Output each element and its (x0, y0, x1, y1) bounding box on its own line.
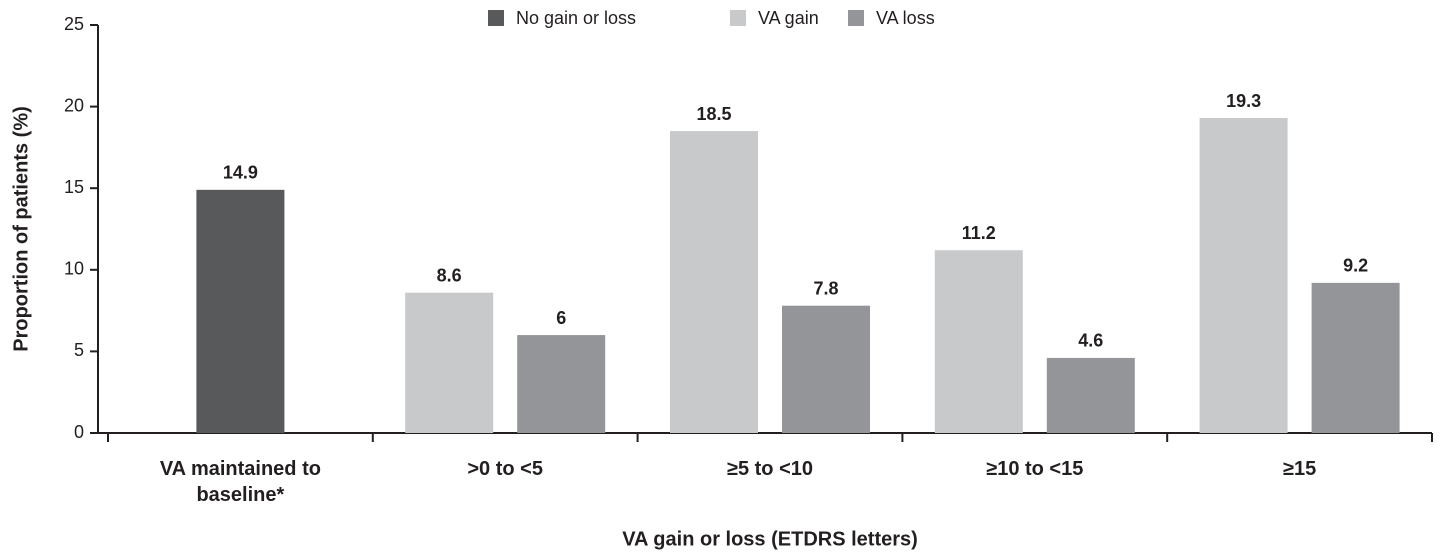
legend-swatch (848, 10, 864, 26)
x-tick-label: VA maintained to baseline* (159, 458, 321, 506)
y-axis-title: Proportion of patients (%) (10, 106, 32, 352)
bar (1046, 357, 1135, 433)
legend-label: VA gain (758, 8, 819, 28)
data-label: 6 (556, 308, 566, 328)
legend-label: No gain or loss (516, 8, 636, 28)
y-tick-label: 25 (64, 14, 84, 34)
x-tick-label: ≥10 to <15 (986, 458, 1084, 480)
legend-label: VA loss (876, 8, 935, 28)
bar (782, 305, 870, 433)
y-tick-label: 5 (74, 340, 84, 360)
data-label: 14.9 (223, 163, 258, 183)
bar (405, 292, 494, 433)
legend-swatch (730, 10, 746, 26)
bar (517, 335, 606, 433)
bar (1311, 282, 1400, 433)
data-label: 19.3 (1226, 91, 1261, 111)
x-tick-label: ≥15 (1282, 458, 1317, 480)
x-tick-label: ≥5 to <10 (726, 458, 813, 480)
y-tick-label: 10 (64, 259, 84, 279)
data-label: 18.5 (696, 104, 731, 124)
y-tick-label: 20 (64, 95, 84, 115)
bar (1199, 118, 1288, 434)
y-tick-label: 0 (74, 422, 84, 442)
x-tick-label: >0 to <5 (467, 458, 543, 480)
bar (196, 189, 285, 433)
bar (670, 131, 758, 433)
legend-swatch (488, 10, 504, 26)
data-label: 11.2 (962, 223, 996, 243)
bar (934, 250, 1023, 433)
data-label: 8.6 (437, 265, 462, 285)
data-label: 7.8 (813, 278, 838, 298)
y-tick-label: 15 (64, 177, 84, 197)
x-axis-title: VA gain or loss (ETDRS letters) (622, 528, 918, 550)
data-label: 9.2 (1343, 256, 1368, 276)
data-label: 4.6 (1078, 331, 1103, 351)
